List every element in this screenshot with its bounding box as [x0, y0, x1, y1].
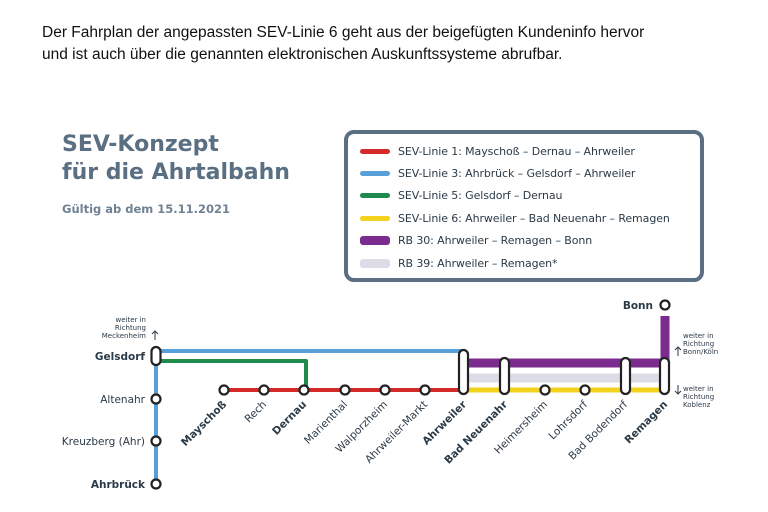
- legend-item-sev3: SEV-Linie 3: Ahrbrück – Gelsdorf – Ahrwe…: [360, 162, 700, 184]
- label-bonn: Bonn: [623, 300, 653, 312]
- note-koblenz-2: Richtung: [683, 393, 714, 401]
- arrow-up-icon: [151, 330, 159, 340]
- legend-item-sev1: SEV-Linie 1: Mayschoß – Dernau – Ahrweil…: [360, 140, 700, 162]
- stop-gelsdorf: [150, 345, 162, 367]
- label-remagen: Remagen: [622, 399, 670, 447]
- stop-ahrbrueck: [150, 478, 162, 490]
- legend-swatch-sev3: [360, 171, 390, 177]
- legend-label-sev1: SEV-Linie 1: Mayschoß – Dernau – Ahrweil…: [398, 144, 635, 158]
- arrow-down-icon: [674, 385, 682, 395]
- label-rech: Rech: [242, 399, 269, 426]
- legend-label-sev5: SEV-Linie 5: Gelsdorf – Dernau: [398, 189, 563, 203]
- note-bonn-1: weiter in: [683, 332, 714, 340]
- valid-date: Gültig ab dem 15.11.2021: [62, 202, 231, 216]
- stop-heimersheim: [539, 384, 551, 396]
- note-bonn: weiter in Richtung Bonn/Köln: [674, 332, 718, 356]
- stop-marienthal: [339, 384, 351, 396]
- note-koblenz-1: weiter in: [683, 385, 714, 393]
- legend-item-sev5: SEV-Linie 5: Gelsdorf – Dernau: [360, 185, 700, 207]
- stop-kreuzberg: [150, 435, 162, 447]
- legend-label-rb30: RB 30: Ahrweiler – Remagen – Bonn: [398, 234, 593, 248]
- label-mayschoss: Mayschoß: [179, 398, 229, 448]
- stop-walporzheim: [379, 384, 391, 396]
- note-meckenheim-1: weiter in: [115, 316, 146, 324]
- legend-swatch-rb39: [360, 258, 390, 268]
- intro-line-2: und ist auch über die genannten elektron…: [42, 46, 563, 63]
- legend-item-rb30: RB 30: Ahrweiler – Remagen – Bonn: [360, 230, 700, 252]
- stop-altenahr: [150, 393, 162, 405]
- note-bonn-3: Bonn/Köln: [683, 348, 718, 356]
- stop-rech: [258, 384, 270, 396]
- label-altenahr: Altenahr: [100, 394, 145, 406]
- diagram-title: SEV-Konzept für die Ahrtalbahn: [62, 131, 290, 187]
- intro-line-1: Der Fahrplan der angepassten SEV-Linie 6…: [42, 24, 645, 41]
- stop-bonn: [659, 299, 671, 311]
- note-koblenz-3: Koblenz: [683, 401, 711, 409]
- stop-bad-neuenahr: [498, 356, 511, 396]
- note-meckenheim-2: Richtung: [115, 324, 146, 332]
- label-gelsdorf: Gelsdorf: [95, 351, 145, 363]
- stop-remagen: [658, 356, 671, 396]
- legend-swatch-sev1: [360, 148, 390, 154]
- line-sev5: [160, 359, 308, 390]
- legend-label-rb39: RB 39: Ahrweiler – Remagen*: [398, 256, 558, 270]
- legend-swatch-sev5: [360, 193, 390, 199]
- note-koblenz: weiter in Richtung Koblenz: [674, 385, 714, 409]
- legend-swatch-rb30: [360, 236, 390, 246]
- intro-text: Der Fahrplan der angepassten SEV-Linie 6…: [42, 22, 742, 66]
- legend-item-sev6: SEV-Linie 6: Ahrweiler – Bad Neuenahr – …: [360, 207, 700, 229]
- stop-bad-bodendorf: [619, 356, 632, 396]
- line-rb30: [463, 316, 670, 368]
- stop-lohrsdorf: [579, 384, 591, 396]
- label-ahrbrueck: Ahrbrück: [91, 479, 146, 491]
- note-meckenheim: weiter in Richtung Meckenheim: [102, 316, 159, 340]
- title-line-1: SEV-Konzept: [62, 132, 219, 157]
- label-dernau: Dernau: [270, 399, 309, 438]
- arrow-up-icon: [674, 346, 682, 356]
- legend-item-rb39: RB 39: Ahrweiler – Remagen*: [360, 252, 700, 274]
- title-line-2: für die Ahrtalbahn: [62, 160, 290, 185]
- stop-dernau: [298, 384, 310, 396]
- legend-swatch-sev6: [360, 215, 390, 221]
- legend-label-sev6: SEV-Linie 6: Ahrweiler – Bad Neuenahr – …: [398, 211, 670, 225]
- legend-label-sev3: SEV-Linie 3: Ahrbrück – Gelsdorf – Ahrwe…: [398, 167, 636, 181]
- legend: SEV-Linie 1: Mayschoß – Dernau – Ahrweil…: [344, 130, 704, 282]
- stop-mayschoss: [218, 384, 230, 396]
- note-bonn-2: Richtung: [683, 340, 714, 348]
- stop-ahrweiler-markt: [419, 384, 431, 396]
- stop-ahrweiler: [457, 348, 470, 396]
- note-meckenheim-3: Meckenheim: [102, 332, 146, 340]
- label-kreuzberg: Kreuzberg (Ahr): [62, 436, 145, 448]
